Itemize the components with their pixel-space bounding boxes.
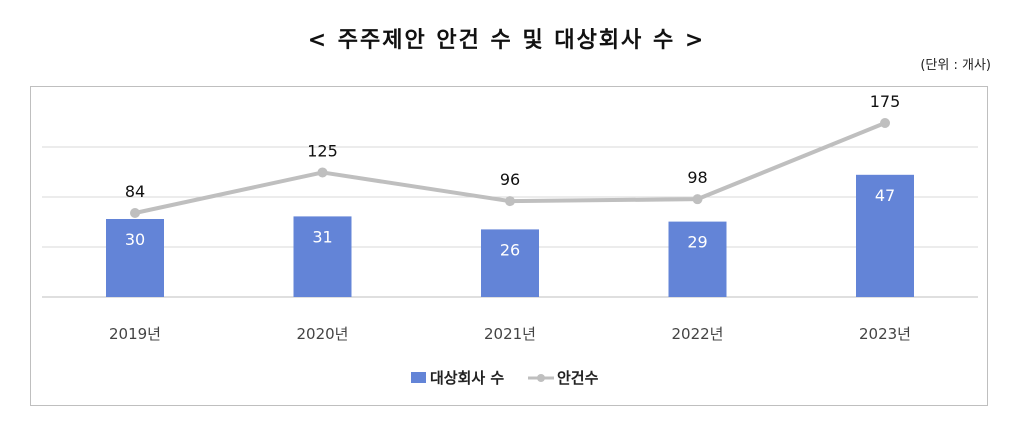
- line-point: [692, 194, 703, 205]
- line-point: [880, 118, 890, 128]
- line-point: [317, 167, 328, 178]
- line-data-label: 125: [307, 141, 338, 160]
- chart-frame: [30, 86, 988, 406]
- bar-company-count: [668, 221, 727, 297]
- bar-data-label: 31: [312, 227, 332, 246]
- bar-data-label: 29: [687, 233, 707, 252]
- x-tick-label: 2021년: [484, 325, 536, 343]
- line-data-label: 175: [870, 92, 901, 111]
- bar-data-label: 30: [125, 230, 145, 249]
- unit-note: (단위 : 개사): [920, 58, 991, 73]
- bar-company-count: [106, 219, 164, 297]
- bar-company-count: [293, 216, 352, 297]
- line-point: [505, 196, 515, 207]
- line-data-label: 84: [125, 182, 145, 201]
- bar-company-count: [856, 174, 914, 297]
- line-point: [130, 208, 140, 218]
- line-data-label: 96: [500, 170, 520, 189]
- x-tick-label: 2022년: [672, 325, 724, 343]
- chart-title: < 주주제안 안건 수 및 대상회사 수 >: [307, 28, 706, 53]
- line-data-label: 98: [687, 168, 707, 187]
- x-tick-label: 2023년: [859, 325, 911, 343]
- bar-data-label: 47: [875, 186, 895, 205]
- x-tick-label: 2019년: [109, 325, 161, 343]
- legend-bar-swatch: [411, 372, 426, 383]
- legend-line-marker: [537, 374, 545, 382]
- bar-data-label: 26: [500, 240, 520, 259]
- x-tick-label: 2020년: [297, 325, 349, 343]
- legend-line-label: 안건수: [557, 369, 599, 387]
- bar-company-count: [481, 229, 539, 297]
- legend-bar-label: 대상회사 수: [430, 369, 504, 387]
